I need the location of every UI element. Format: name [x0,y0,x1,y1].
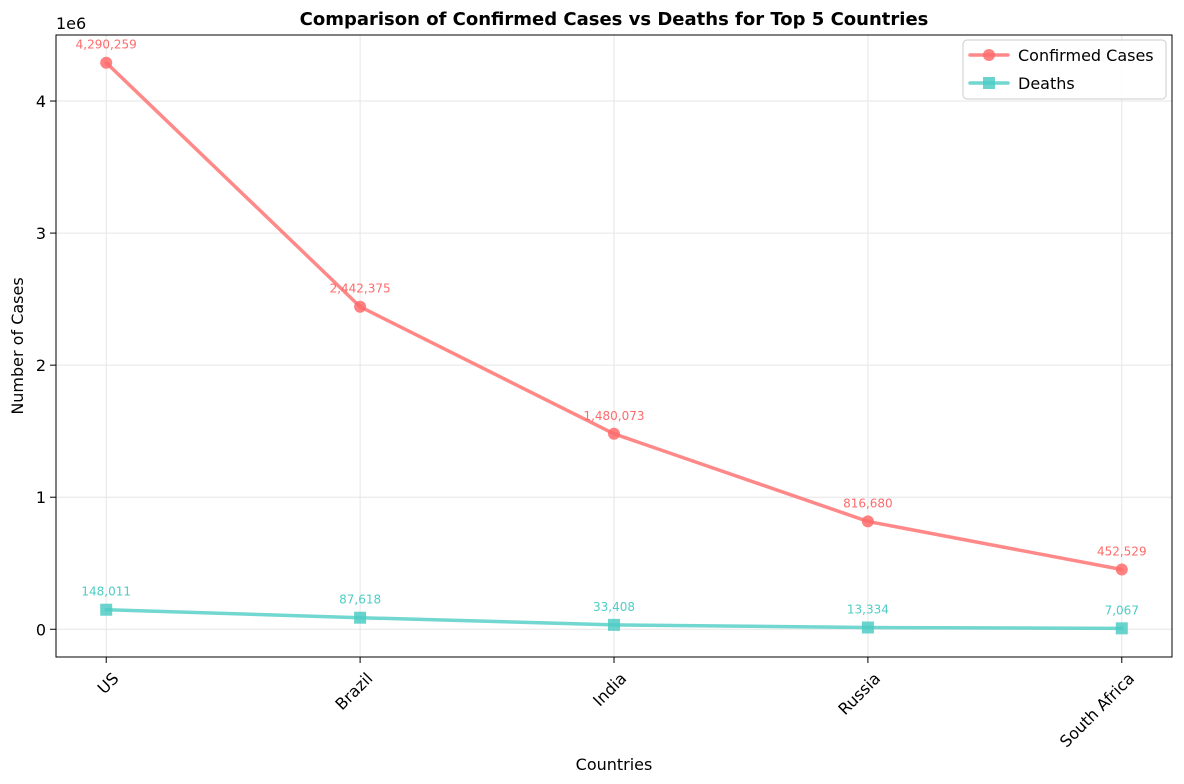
y-tick-label: 3 [36,224,46,243]
data-labels: 4,290,259 2,442,375 1,480,073 816,680 452,52… [76,38,1147,618]
data-label-deaths-india: 33,408 [593,600,635,614]
y-tick-label: 0 [36,620,46,639]
marker-deaths-south-africa [1115,622,1128,635]
series-layer [100,56,1128,635]
data-label-confirmed-cases-us: 4,290,259 [76,38,137,52]
y-tick-label: 1 [36,488,46,507]
marker-deaths-brazil [354,611,367,624]
data-label-confirmed-cases-india: 1,480,073 [583,409,644,423]
marker-confirmed-cases-us [100,56,113,69]
y-tick-label: 2 [36,356,46,375]
marker-deaths-india [608,618,620,631]
data-label-deaths-brazil: 87,618 [339,593,381,607]
legend-label-deaths: Deaths [1018,74,1075,93]
marker-confirmed-cases-india [608,427,620,440]
data-label-deaths-south-africa: 7,067 [1105,603,1139,617]
y-axis-offset-text: 1e6 [56,14,86,33]
chart-title: Comparison of Confirmed Cases vs Deaths … [300,9,929,30]
marker-confirmed-cases-south-africa [1115,563,1128,576]
data-label-confirmed-cases-russia: 816,680 [843,496,893,510]
legend-item-deaths: Deaths [968,74,1075,93]
marker-confirmed-cases-russia [861,515,874,528]
legend-frame [962,39,1167,100]
legend-marker-square [983,77,995,89]
data-label-deaths-russia: 13,334 [847,603,889,617]
marker-deaths-us [100,603,113,616]
legend-label-confirmed-cases: Confirmed Cases [1018,46,1154,65]
legend: Confirmed Cases Deaths [962,39,1167,100]
y-axis-label: Number of Cases [8,277,27,414]
data-label-confirmed-cases-south-africa: 452,529 [1097,545,1147,559]
data-label-confirmed-cases-brazil: 2,442,375 [330,282,391,296]
y-tick-label: 4 [36,92,46,111]
data-label-deaths-us: 148,011 [81,585,131,599]
legend-item-confirmed-cases: Confirmed Cases [968,46,1154,65]
x-axis-label: Countries [576,755,653,774]
legend-marker-circle [983,49,995,61]
marker-confirmed-cases-brazil [354,300,367,313]
marker-deaths-russia [861,621,874,634]
